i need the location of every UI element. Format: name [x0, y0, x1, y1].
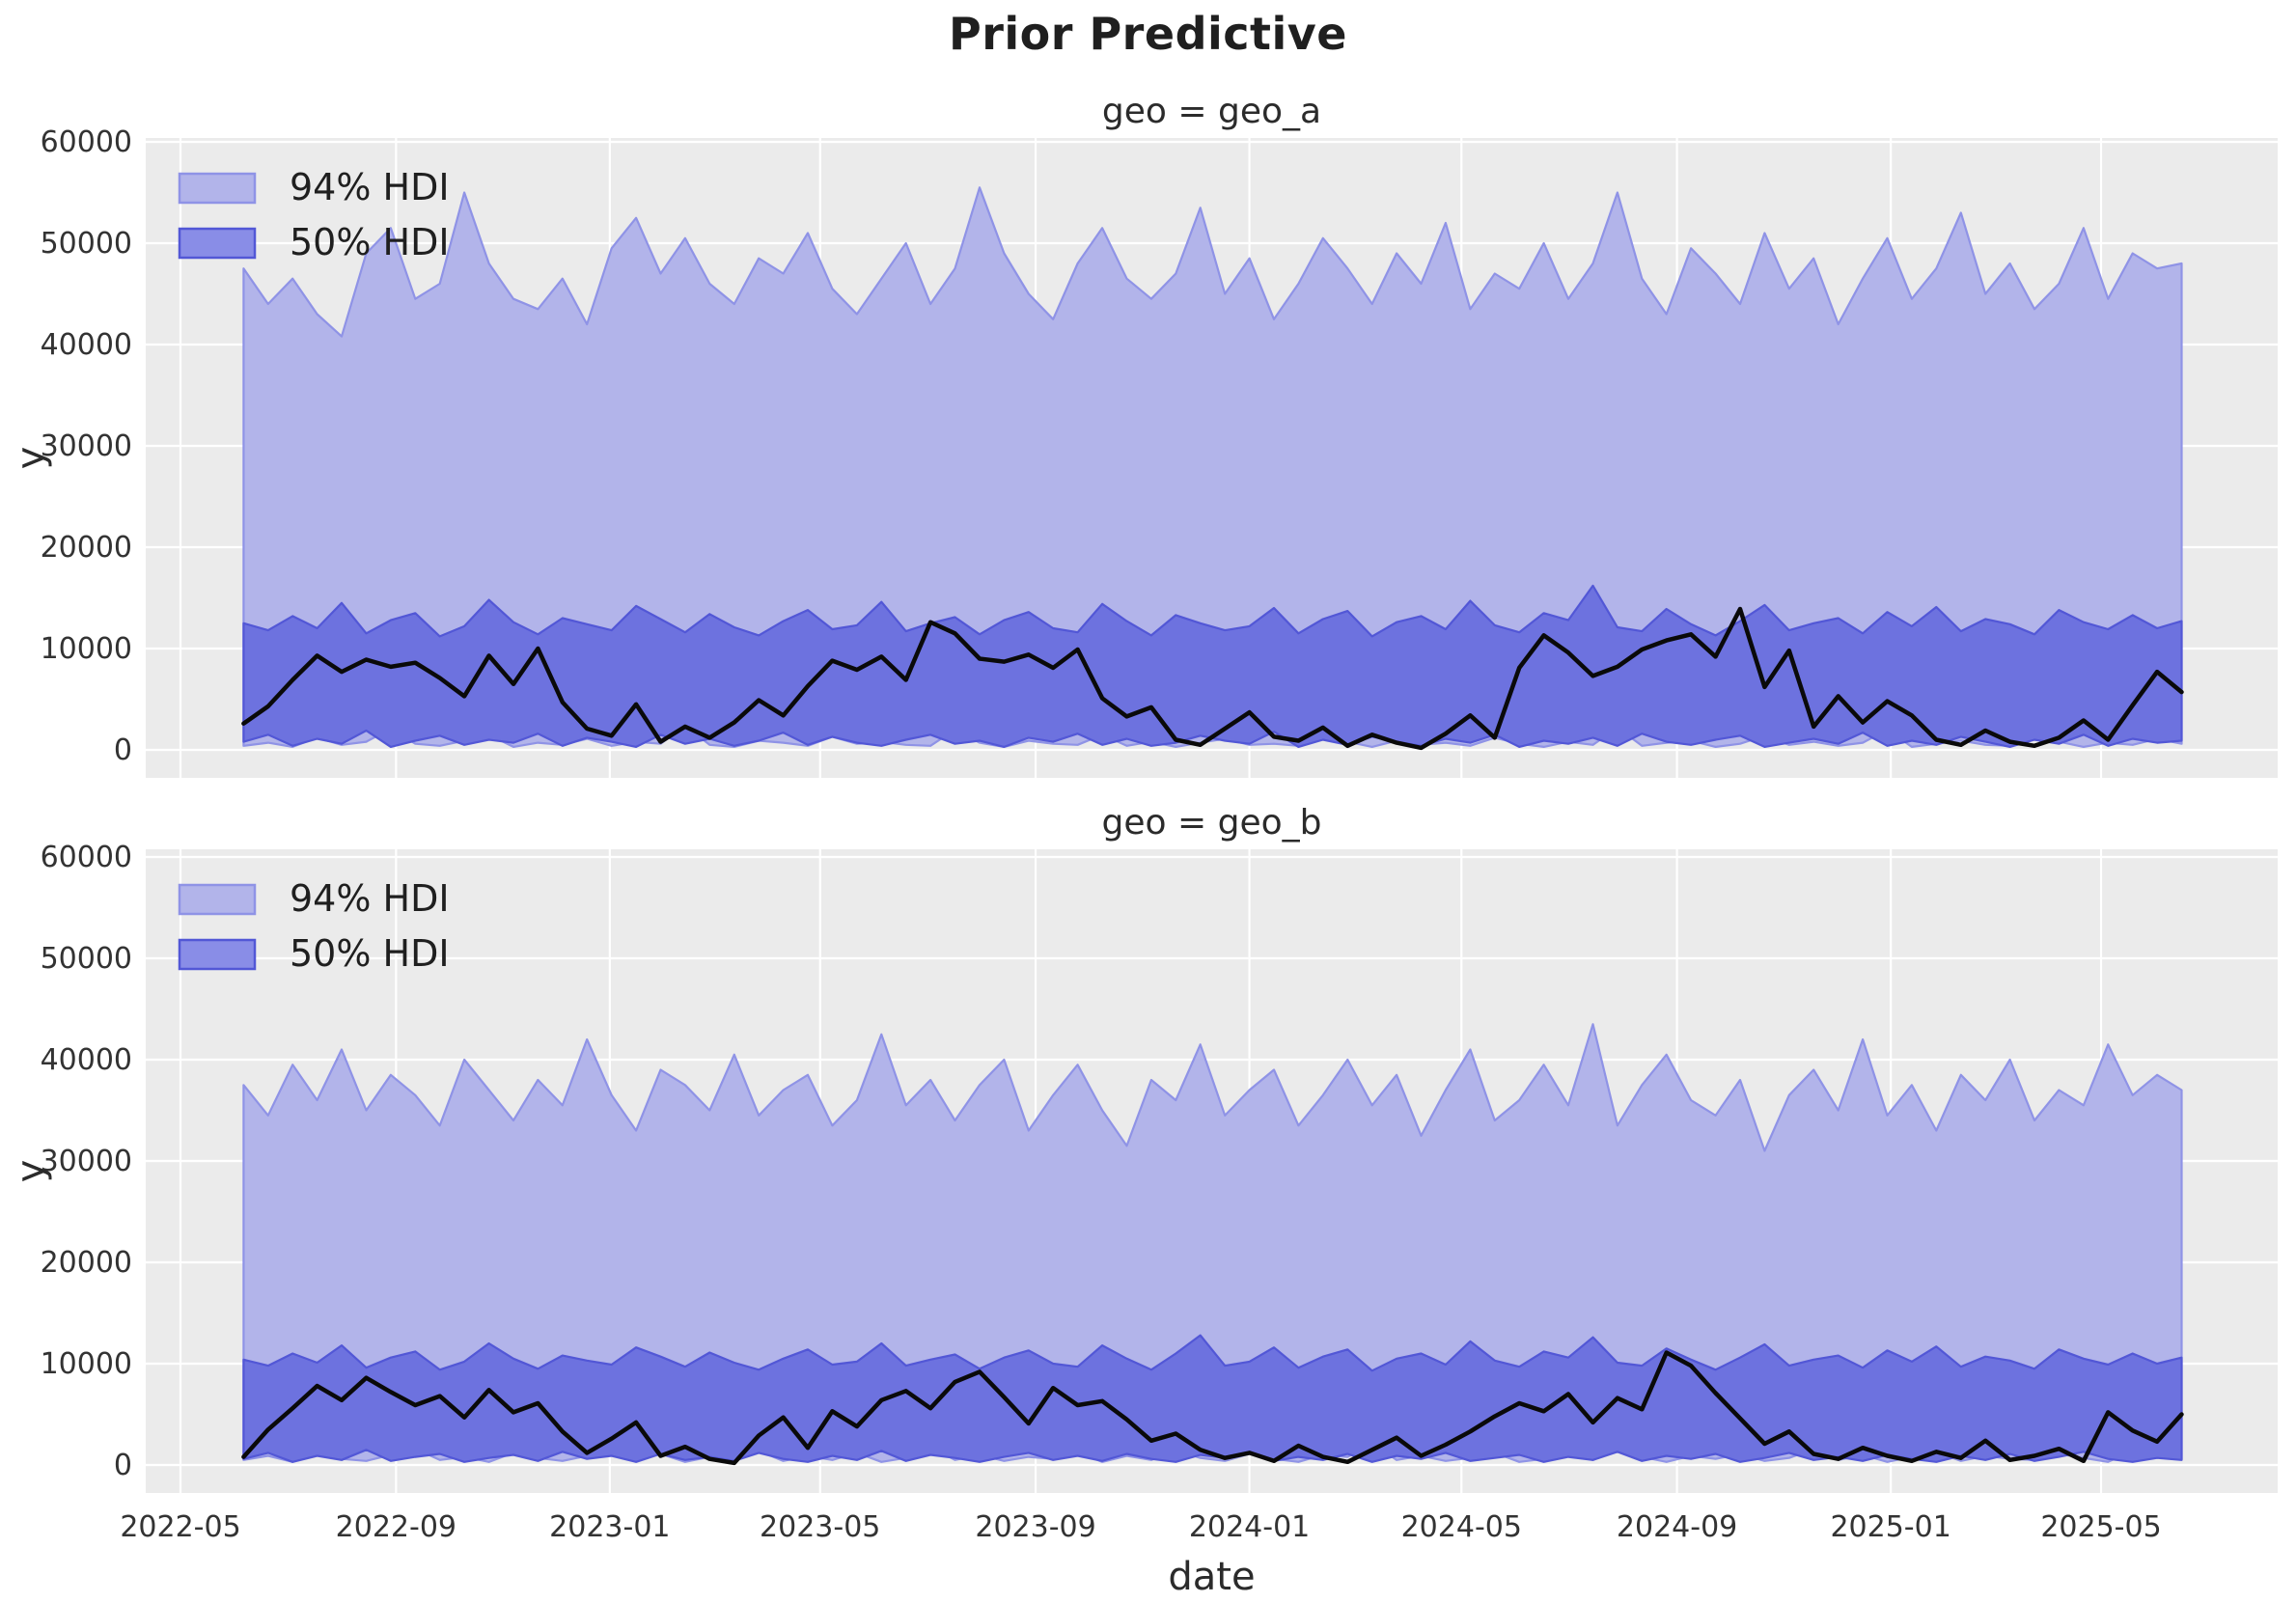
hdi50-band	[242, 1334, 2183, 1463]
y-axis-label: y	[9, 1160, 53, 1183]
x-tick-label: 2022-09	[336, 1510, 456, 1544]
y-tick-label: 10000	[41, 632, 132, 666]
main-title: Prior Predictive	[949, 8, 1347, 60]
legend-swatch-hdi50	[178, 938, 257, 971]
legend-swatch-hdi50	[178, 227, 257, 260]
x-tick-label: 2024-01	[1189, 1510, 1310, 1544]
x-tick-label: 2025-05	[2040, 1510, 2161, 1544]
y-tick-label: 40000	[41, 1043, 132, 1077]
x-tick-label: 2024-05	[1401, 1510, 1522, 1544]
y-tick-label: 20000	[41, 1246, 132, 1280]
facet-title: geo = geo_b	[1102, 803, 1322, 843]
y-tick-label: 0	[114, 1449, 132, 1482]
x-tick-label: 2022-05	[120, 1510, 240, 1544]
legend-label: 50% HDI	[290, 221, 450, 263]
legend: 94% HDI 50% HDI	[178, 166, 450, 263]
x-tick-label: 2025-01	[1830, 1510, 1950, 1544]
legend-label: 94% HDI	[290, 877, 450, 920]
x-tick-label: 2023-05	[760, 1510, 880, 1544]
facet-title: geo = geo_a	[1102, 92, 1321, 131]
hdi50-band	[242, 584, 2183, 748]
y-tick-label: 30000	[41, 429, 132, 463]
legend-swatch-hdi94	[178, 172, 257, 205]
y-tick-label: 10000	[41, 1347, 132, 1381]
x-axis-label: date	[1168, 1555, 1255, 1599]
y-tick-label: 50000	[41, 227, 132, 261]
x-tick-label: 2023-01	[549, 1510, 670, 1544]
facet-geo-a: geo = geo_a 0 10000 20000 30000 40000 50000 600…	[9, 92, 2278, 778]
legend: 94% HDI 50% HDI	[178, 877, 450, 975]
y-tick-label: 20000	[41, 531, 132, 565]
y-tick-label: 30000	[41, 1145, 132, 1178]
y-tick-label: 0	[114, 733, 132, 767]
observed-line	[241, 1350, 2184, 1466]
legend-label: 50% HDI	[290, 932, 450, 975]
y-tick-label: 50000	[41, 942, 132, 976]
observed-line	[241, 606, 2184, 751]
y-tick-label: 40000	[41, 328, 132, 362]
y-tick-label: 60000	[41, 841, 132, 874]
x-tick-label: 2023-09	[975, 1510, 1095, 1544]
legend-label: 94% HDI	[290, 166, 450, 208]
y-tick-label: 60000	[41, 125, 132, 159]
legend-swatch-hdi94	[178, 883, 257, 916]
y-axis-label: y	[9, 447, 53, 470]
facet-geo-b: geo = geo_b 0 10000 20000 30000 40000 50000 600…	[9, 803, 2278, 1493]
x-tick-label: 2024-09	[1617, 1510, 1737, 1544]
